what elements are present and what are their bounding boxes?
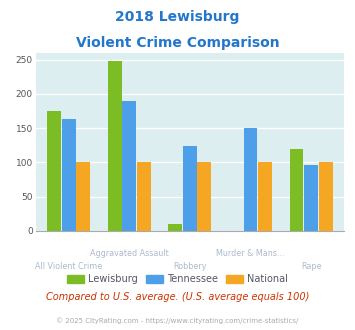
Bar [244,128,257,231]
Text: Robbery: Robbery [173,262,207,271]
Bar [137,162,151,231]
Bar [258,162,272,231]
Text: Violent Crime Comparison: Violent Crime Comparison [76,36,279,50]
Bar [108,61,122,231]
Bar [62,119,76,231]
Text: Rape: Rape [301,262,321,271]
Bar [168,224,182,231]
Text: 2018 Lewisburg: 2018 Lewisburg [115,10,240,24]
Bar [47,111,61,231]
Bar [319,162,333,231]
Text: All Violent Crime: All Violent Crime [35,262,103,271]
Bar [304,165,318,231]
Bar [122,101,136,231]
Bar [197,162,212,231]
Bar [290,149,304,231]
Text: Compared to U.S. average. (U.S. average equals 100): Compared to U.S. average. (U.S. average … [46,292,309,302]
Text: Murder & Mans...: Murder & Mans... [216,249,285,258]
Bar [183,146,197,231]
Text: © 2025 CityRating.com - https://www.cityrating.com/crime-statistics/: © 2025 CityRating.com - https://www.city… [56,317,299,324]
Bar [76,162,90,231]
Legend: Lewisburg, Tennessee, National: Lewisburg, Tennessee, National [63,271,292,288]
Text: Aggravated Assault: Aggravated Assault [90,249,169,258]
